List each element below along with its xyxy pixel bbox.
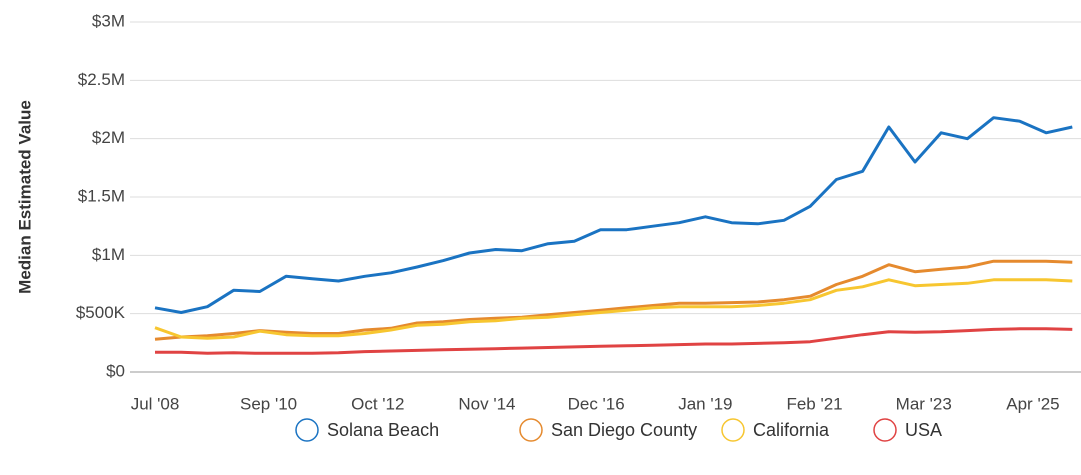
legend-label: San Diego County [551, 420, 697, 440]
series-line [154, 259, 1073, 341]
x-tick-label: Apr '25 [1006, 394, 1059, 413]
x-tick-label: Jan '19 [678, 394, 732, 413]
y-tick-label: $500K [76, 303, 126, 322]
y-tick-label: $1M [92, 245, 125, 264]
legend-swatch [519, 418, 543, 442]
y-axis-label: Median Estimated Value [15, 100, 34, 294]
legend-swatch [873, 418, 897, 442]
x-tick-label: Nov '14 [458, 394, 515, 413]
x-tick-label: Oct '12 [351, 394, 404, 413]
x-tick-label: Feb '21 [786, 394, 842, 413]
legend-label: California [753, 420, 830, 440]
x-tick-label: Jul '08 [131, 394, 180, 413]
y-tick-label: $0 [106, 361, 125, 380]
series-line [155, 327, 1073, 355]
legend-swatch [721, 418, 745, 442]
series-line [154, 278, 1073, 340]
legend-label: USA [905, 420, 942, 440]
legend-label: Solana Beach [327, 420, 439, 440]
y-tick-label: $3M [92, 11, 125, 30]
x-tick-label: Dec '16 [568, 394, 625, 413]
y-tick-label: $2M [92, 128, 125, 147]
y-tick-label: $1.5M [78, 186, 125, 205]
legend-swatch [295, 418, 319, 442]
x-tick-label: Sep '10 [240, 394, 297, 413]
x-tick-label: Mar '23 [896, 394, 952, 413]
series-line [154, 116, 1073, 314]
y-tick-label: $2.5M [78, 70, 125, 89]
